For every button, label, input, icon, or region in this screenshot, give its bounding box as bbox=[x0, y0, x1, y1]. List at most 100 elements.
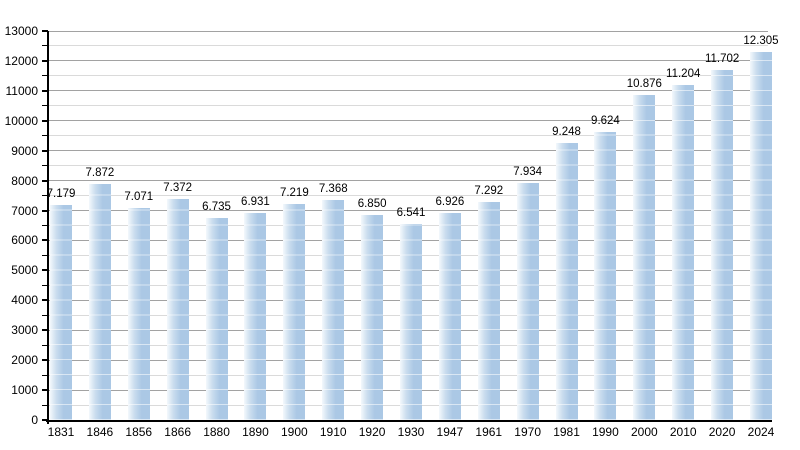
y-axis-tick bbox=[42, 45, 48, 47]
x-tick-label: 2000 bbox=[630, 425, 658, 439]
bar-value-label: 6.850 bbox=[357, 198, 387, 211]
bar-value-label: 7.872 bbox=[85, 167, 115, 180]
y-tick-label: 10000 bbox=[4, 113, 38, 128]
y-tick-label: 6000 bbox=[11, 233, 38, 248]
bar-value-label: 9.248 bbox=[552, 126, 581, 139]
y-axis-tick bbox=[42, 105, 48, 107]
major-gridline bbox=[48, 30, 768, 32]
x-tick-label: 2024 bbox=[747, 425, 775, 439]
x-tick-label: 1856 bbox=[125, 425, 153, 439]
bar-value-label: 7.934 bbox=[513, 165, 543, 178]
bar-value-label: 6.735 bbox=[202, 201, 231, 214]
bar bbox=[166, 199, 189, 420]
y-axis-tick bbox=[42, 389, 48, 392]
minor-gridline bbox=[48, 75, 768, 77]
minor-gridline bbox=[48, 105, 768, 107]
bar bbox=[516, 182, 539, 420]
y-axis bbox=[47, 31, 49, 424]
y-axis-tick bbox=[42, 419, 48, 421]
bar-value-label: 10.876 bbox=[626, 77, 662, 90]
x-tick-label: 2020 bbox=[708, 425, 736, 439]
bar bbox=[594, 132, 617, 420]
y-axis-tick bbox=[42, 30, 48, 32]
x-tick-label: 1846 bbox=[86, 425, 114, 439]
major-gridline bbox=[48, 210, 768, 212]
bar bbox=[555, 143, 578, 420]
y-axis-tick bbox=[42, 165, 48, 167]
y-axis-tick bbox=[42, 135, 48, 137]
bar bbox=[361, 215, 384, 420]
x-tick-label: 1831 bbox=[47, 425, 75, 439]
bar bbox=[322, 199, 345, 420]
major-gridline bbox=[48, 180, 768, 182]
y-axis-tick bbox=[42, 179, 48, 182]
y-axis-tick bbox=[42, 149, 48, 152]
minor-gridline bbox=[48, 135, 768, 137]
bar bbox=[127, 208, 150, 420]
x-tick-label: 1981 bbox=[553, 425, 580, 439]
y-tick-label: 5000 bbox=[11, 263, 38, 278]
x-tick-label: 1890 bbox=[242, 425, 269, 439]
y-axis-tick bbox=[42, 404, 48, 406]
bar-value-label: 6.931 bbox=[241, 195, 270, 208]
major-gridline bbox=[48, 60, 768, 62]
y-axis-tick bbox=[42, 374, 48, 376]
y-tick-label: 13000 bbox=[4, 24, 38, 38]
y-axis-tick bbox=[42, 299, 48, 302]
x-tick-label: 1900 bbox=[280, 425, 308, 439]
bar bbox=[633, 94, 656, 420]
bar bbox=[438, 212, 461, 420]
bar-value-label: 7.219 bbox=[279, 186, 309, 199]
y-axis-tick bbox=[42, 329, 48, 332]
y-tick-label: 3000 bbox=[11, 323, 38, 338]
y-axis-tick bbox=[42, 225, 48, 226]
y-axis-tick bbox=[42, 209, 48, 212]
y-axis-tick bbox=[42, 195, 48, 197]
y-tick-label: 9000 bbox=[11, 143, 38, 158]
bar-value-label: 6.926 bbox=[435, 195, 465, 208]
x-tick-label: 1990 bbox=[592, 425, 619, 439]
major-gridline bbox=[48, 150, 768, 152]
y-tick-label: 11000 bbox=[5, 83, 38, 98]
y-axis-tick bbox=[42, 314, 48, 316]
y-axis-tick bbox=[42, 344, 48, 346]
x-tick-label: 1920 bbox=[358, 425, 386, 439]
bar-value-label: 7.292 bbox=[474, 184, 504, 197]
x-tick-label: 1961 bbox=[475, 425, 503, 439]
bar bbox=[50, 205, 72, 420]
bar-value-label: 6.541 bbox=[396, 207, 426, 220]
y-tick-label: 4000 bbox=[11, 293, 38, 308]
bar-value-label: 11.702 bbox=[704, 52, 740, 65]
y-tick-label: 12000 bbox=[4, 53, 38, 68]
x-tick-label: 1930 bbox=[397, 425, 425, 439]
minor-gridline bbox=[48, 165, 768, 167]
y-axis-tick bbox=[42, 119, 48, 122]
y-axis-tick bbox=[42, 239, 48, 242]
major-gridline bbox=[48, 90, 768, 92]
bar bbox=[88, 184, 111, 420]
bar bbox=[283, 203, 306, 420]
bar bbox=[750, 51, 772, 420]
y-tick-label: 7000 bbox=[11, 203, 38, 218]
x-tick-label: 2010 bbox=[669, 425, 697, 439]
bar-value-label: 7.368 bbox=[318, 182, 348, 195]
bar bbox=[205, 218, 228, 420]
bar bbox=[711, 69, 734, 420]
x-axis bbox=[46, 420, 772, 422]
bar bbox=[244, 212, 267, 420]
x-tick-label: 1880 bbox=[203, 425, 230, 439]
bar bbox=[400, 224, 422, 420]
x-tick-label: 1970 bbox=[514, 425, 541, 439]
y-tick-label: 2000 bbox=[11, 353, 38, 368]
minor-gridline bbox=[48, 45, 768, 47]
x-tick-label: 1910 bbox=[319, 425, 347, 439]
y-tick-label: 8000 bbox=[11, 173, 38, 188]
bar-value-label: 12.305 bbox=[743, 34, 779, 47]
bar bbox=[672, 84, 695, 420]
bar-value-label: 7.372 bbox=[163, 182, 193, 195]
y-axis-tick bbox=[42, 254, 48, 256]
y-axis-tick bbox=[42, 75, 48, 77]
major-gridline bbox=[48, 120, 768, 122]
